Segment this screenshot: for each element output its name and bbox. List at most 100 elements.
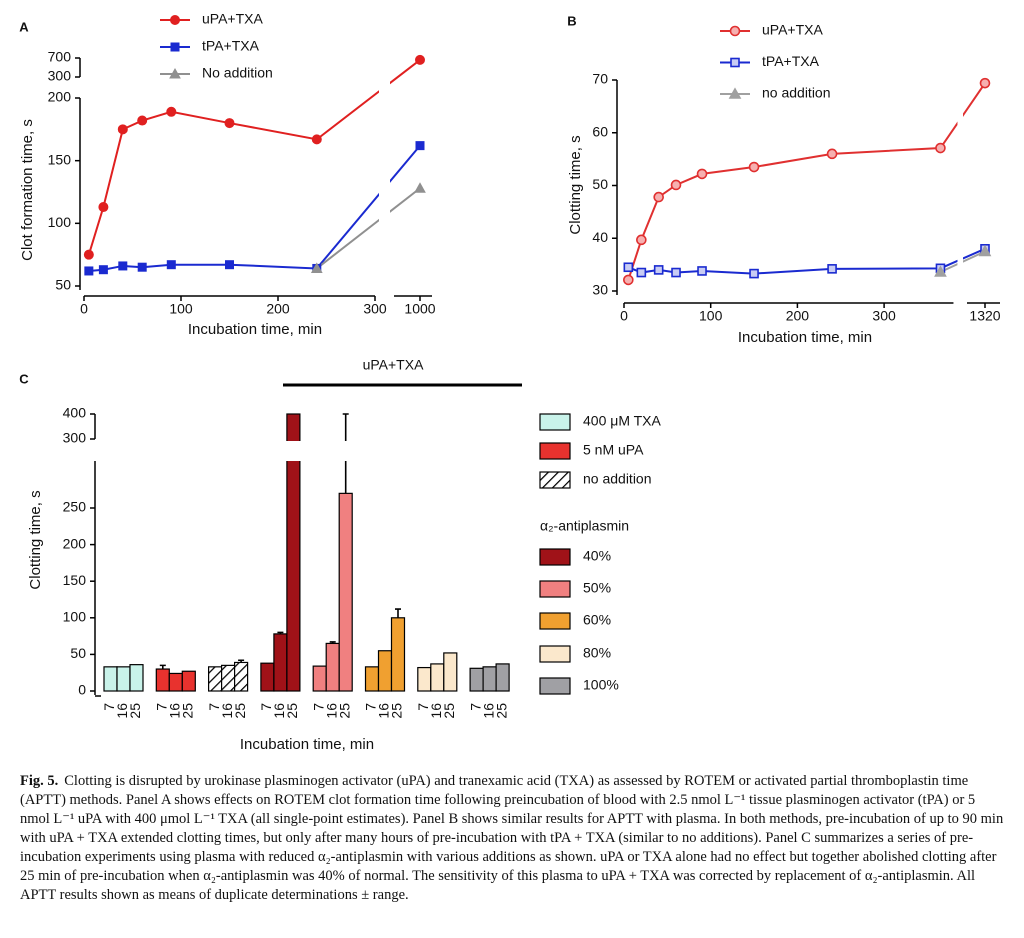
series-line [88,144,421,272]
legend-label: uPA+TXA [202,11,263,27]
legend-label: no addition [762,85,831,101]
bar [103,666,118,692]
legend-label: no addition [583,471,652,487]
x-tick-label: 7 [101,703,117,711]
data-point [224,118,235,129]
x-tick-label: 7 [258,703,274,711]
x-tick-label: 16 [376,703,392,719]
y-tick-label: 100 [48,214,72,230]
panel-letter: C [19,371,29,386]
y-tick-label: 300 [48,68,72,84]
x-tick-label: 300 [363,301,387,317]
series-line [627,82,986,281]
data-point [826,148,838,160]
legend-label: tPA+TXA [762,53,820,69]
error-bar [329,641,336,644]
x-tick-label: 16 [167,703,183,719]
x-tick-label: 25 [284,703,300,719]
data-point [623,274,634,286]
error-bar [159,664,166,670]
error-bar [277,631,284,634]
series-line [316,187,421,270]
error-bar [395,608,401,618]
legend-title: α₂-antiplasmin [540,518,629,534]
y-tick-label: 50 [55,277,71,293]
y-tick-label: 60 [592,123,608,139]
y-tick-label: 50 [70,645,86,661]
bar [325,642,340,692]
legend-marker [729,25,741,37]
y-tick-label: 100 [63,609,87,625]
x-axis-label: Incubation time, min [188,321,322,338]
data-point [415,54,425,65]
x-tick-label: 16 [323,703,339,719]
bar [260,662,275,692]
data-point [137,262,147,272]
x-tick-label: 25 [127,703,143,719]
legend-label: 40% [583,548,611,564]
data-point [748,161,760,173]
y-tick-label: 150 [48,151,72,167]
bar [495,663,510,692]
caption-text: Clotting is disrupted by urokinase plasm… [20,773,1004,903]
x-tick-label: 25 [180,703,196,719]
legend-swatch [539,580,571,598]
y-tick-label: 200 [63,535,87,551]
annotation: uPA+TXA [363,357,424,373]
x-tick-label: 0 [80,301,88,317]
bar [181,670,196,692]
x-tick-label: 0 [620,308,628,324]
legend-label: 400 μM TXA [583,413,662,429]
y-tick-label: 250 [63,499,87,515]
x-tick-label: 7 [310,703,326,711]
bar [208,666,223,692]
axis-break [379,40,390,292]
data-point [636,234,647,246]
x-tick-label: 16 [480,703,496,719]
x-tick-label: 300 [872,308,896,324]
bar [364,666,380,692]
data-point [670,179,682,191]
bar [155,668,170,692]
y-tick-label: 0 [78,682,86,698]
x-tick-label: 7 [206,703,222,711]
series-line [627,247,986,275]
x-tick-label: 25 [493,703,509,719]
legend-swatch [539,471,571,489]
data-point [653,191,664,203]
x-tick-label: 100 [169,301,193,317]
legend-swatch [539,612,571,630]
y-tick-label: 70 [592,71,608,87]
data-point [979,77,991,89]
bar [286,413,301,692]
data-point [117,124,128,135]
y-tick-label: 40 [592,229,608,245]
bar [417,666,432,692]
legend-swatch [539,548,571,566]
x-tick-label: 16 [114,703,130,719]
data-point [671,267,681,278]
data-point [166,106,177,117]
series-line [87,59,421,255]
figure: A Incubation time, min Clot formation time… [19,11,1001,753]
data-point [310,262,323,273]
bar [168,672,183,692]
y-tick-label: 700 [48,49,72,65]
data-point [415,141,425,151]
bar [390,617,406,692]
legend-swatch [539,677,571,695]
legend-marker [730,57,740,68]
y-tick-label: 30 [592,282,608,298]
x-tick-label: 25 [232,703,248,719]
bar [221,664,236,692]
x-tick-label: 16 [428,703,444,719]
legend-swatch [539,413,571,431]
data-point [749,268,759,279]
x-tick-label: 7 [363,703,379,711]
panel-letter: A [19,19,29,34]
x-tick-label: 25 [336,703,352,719]
x-tick-label: 7 [154,703,170,711]
panel-letter: B [567,13,576,28]
x-tick-label: 1000 [404,301,435,317]
